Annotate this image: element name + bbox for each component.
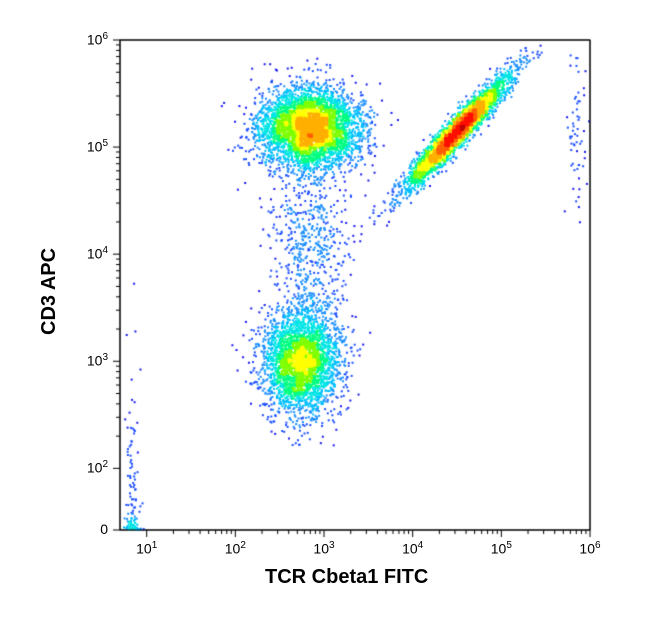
x-axis-label: TCR Cbeta1 FITC	[265, 566, 428, 589]
x-tick-3: 103	[313, 540, 334, 557]
y-tick-3: 103	[87, 352, 108, 369]
x-tick-1: 101	[136, 540, 157, 557]
y-tick-0: 0	[100, 521, 108, 537]
x-tick-6: 106	[579, 540, 600, 557]
y-tick-2: 102	[87, 459, 108, 476]
flow-cytometry-plot: CD3 APC TCR Cbeta1 FITC 101 102 103 104 105 1…	[0, 0, 646, 641]
x-tick-4: 104	[402, 540, 423, 557]
x-tick-5: 105	[491, 540, 512, 557]
y-tick-6: 106	[87, 31, 108, 48]
x-tick-2: 102	[225, 540, 246, 557]
y-tick-4: 104	[87, 245, 108, 262]
y-tick-5: 105	[87, 138, 108, 155]
y-axis-label: CD3 APC	[38, 248, 61, 335]
